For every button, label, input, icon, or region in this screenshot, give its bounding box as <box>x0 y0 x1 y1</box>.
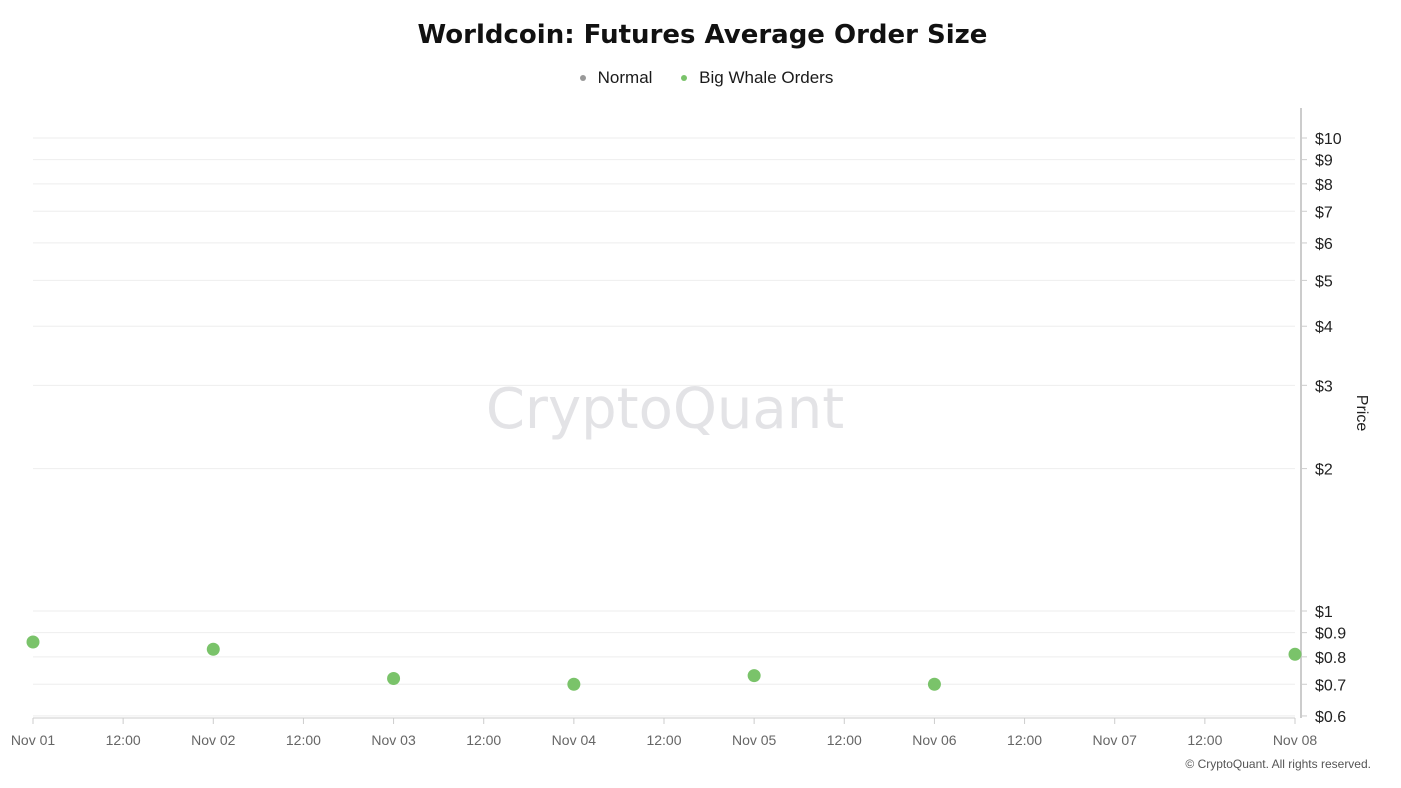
x-tick-label: 12:00 <box>466 732 501 748</box>
x-tick-label: Nov 01 <box>11 732 56 748</box>
y-axis-title: Price <box>1353 395 1370 432</box>
x-tick-label: 12:00 <box>1007 732 1042 748</box>
data-points <box>26 635 1302 691</box>
legend-item-normal[interactable]: Normal <box>579 68 653 88</box>
legend-whale-label: Big Whale Orders <box>699 68 834 87</box>
copyright-notice: © CryptoQuant. All rights reserved. <box>1185 757 1371 771</box>
watermark-logo: CryptoQuant <box>486 377 844 442</box>
x-tick-label: 12:00 <box>827 732 862 748</box>
y-tick-label: $8 <box>1315 177 1333 194</box>
x-tick-label: 12:00 <box>106 732 141 748</box>
axes <box>32 108 1307 724</box>
chart-legend: Normal Big Whale Orders <box>0 66 1401 88</box>
x-tick-label: Nov 02 <box>191 732 236 748</box>
data-point-nov-08 <box>1288 647 1302 661</box>
x-tick-label: 12:00 <box>646 732 681 748</box>
y-tick-label: $0.7 <box>1315 677 1346 694</box>
x-tick-label: Nov 08 <box>1273 732 1318 748</box>
y-tick-label: $0.8 <box>1315 650 1346 667</box>
data-point-nov-03 <box>387 671 401 685</box>
legend-item-big-whale-orders[interactable]: Big Whale Orders <box>681 68 833 88</box>
y-tick-label: $1 <box>1315 604 1333 621</box>
y-tick-label: $9 <box>1315 153 1333 170</box>
x-tick-label: Nov 05 <box>732 732 777 748</box>
data-point-nov-04 <box>567 677 581 691</box>
y-tick-label: $3 <box>1315 378 1333 395</box>
y-tick-label: $0.9 <box>1315 626 1346 643</box>
y-tick-labels: $10 $9 $8 $7 $6 $5 $4 $3 $2 $1 $0.9 $0.8 $0.7 $0.6 <box>1315 131 1346 726</box>
legend-normal-label: Normal <box>597 68 653 87</box>
y-tick-label: $0.6 <box>1315 709 1346 726</box>
y-tick-label: $2 <box>1315 462 1333 479</box>
grid-lines <box>33 137 1295 717</box>
data-point-nov-01 <box>26 635 40 649</box>
legend-normal-marker <box>579 75 586 81</box>
y-tick-label: $10 <box>1315 131 1342 148</box>
y-tick-label: $5 <box>1315 273 1333 290</box>
x-tick-label: 12:00 <box>1187 732 1222 748</box>
y-tick-label: $7 <box>1315 204 1333 221</box>
data-point-nov-06 <box>927 677 941 691</box>
x-tick-labels: Nov 01 12:00 Nov 02 12:00 Nov 03 12:00 Nov 04 1… <box>11 732 1318 748</box>
legend-whale-marker <box>681 75 688 81</box>
x-tick-label: 12:00 <box>286 732 321 748</box>
x-tick-label: Nov 06 <box>912 732 957 748</box>
x-tick-label: Nov 03 <box>371 732 416 748</box>
data-point-nov-05 <box>747 669 761 683</box>
chart-title: Worldcoin: Futures Average Order Size <box>417 20 988 50</box>
data-point-nov-02 <box>206 642 220 656</box>
y-tick-label: $4 <box>1315 319 1333 336</box>
y-tick-label: $6 <box>1315 236 1333 253</box>
x-tick-label: Nov 07 <box>1093 732 1138 748</box>
x-tick-label: Nov 04 <box>552 732 597 748</box>
